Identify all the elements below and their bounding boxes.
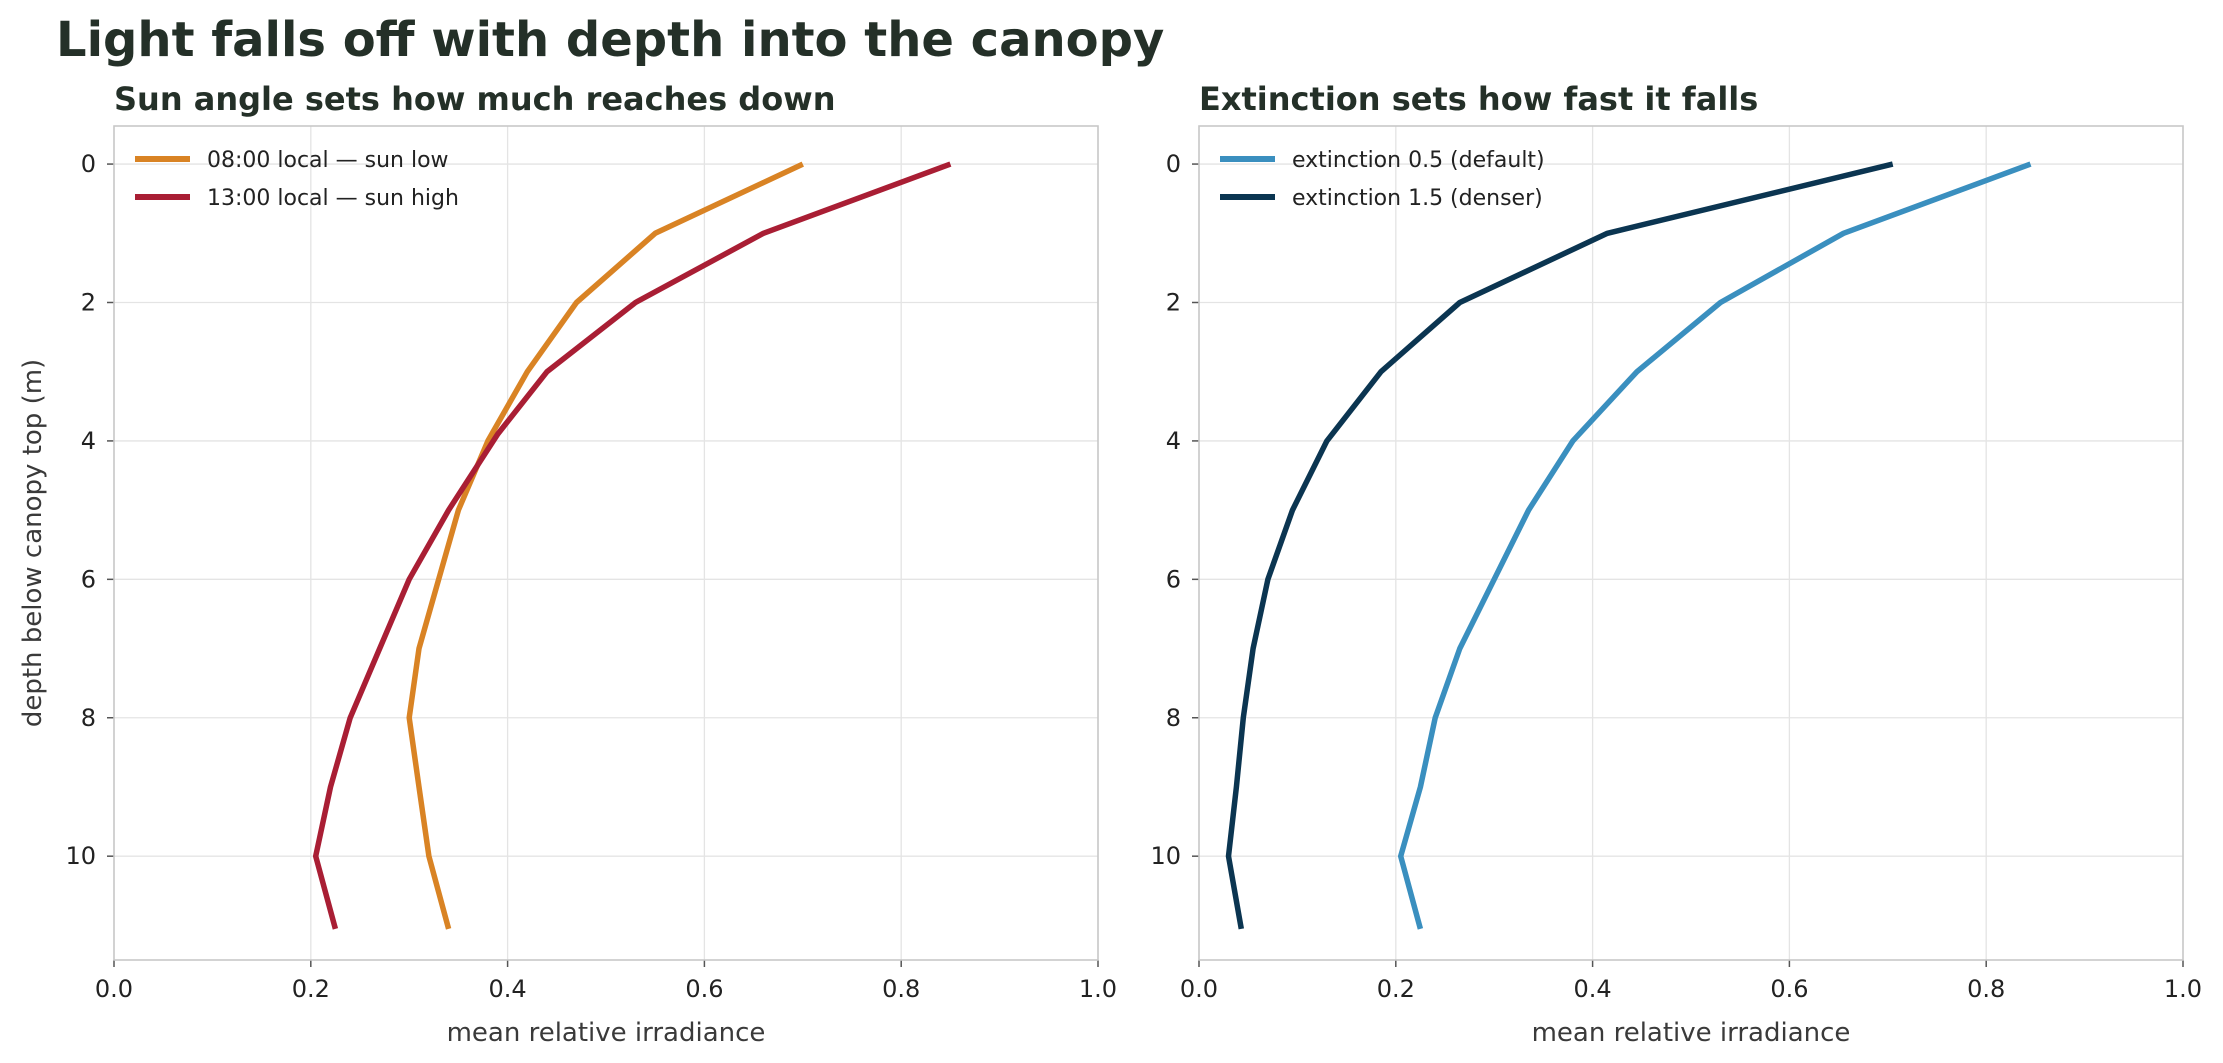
plot-frame (113, 125, 1099, 961)
y-tick-label: 6 (1166, 565, 1181, 593)
x-tick-label: 0.0 (1180, 975, 1218, 1003)
x-tick-label: 0.6 (685, 975, 723, 1003)
x-tick-label: 0.2 (1377, 975, 1415, 1003)
x-tick-label: 0.8 (882, 975, 920, 1003)
y-tick-label: 2 (81, 288, 96, 316)
page-title: Light falls off with depth into the cano… (56, 12, 1165, 68)
x-tick-label: 0.8 (1967, 975, 2005, 1003)
x-tick-label: 0.4 (1574, 975, 1612, 1003)
x-tick-label: 1.0 (1079, 975, 1117, 1003)
x-axis-label: mean relative irradiance (1532, 1018, 1851, 1048)
y-tick-label: 10 (65, 842, 96, 870)
x-tick-label: 0.4 (489, 975, 527, 1003)
y-tick-label: 6 (81, 565, 96, 593)
y-tick-label: 4 (1166, 427, 1181, 455)
x-tick-label: 0.6 (1770, 975, 1808, 1003)
series-line-1 (1397, 161, 2032, 930)
legend-label-1: 08:00 local — sun low (207, 148, 449, 173)
plot-frame (1198, 125, 2184, 961)
legend-label-2: 13:00 local — sun high (207, 186, 459, 211)
y-tick-label: 0 (1166, 150, 1181, 178)
y-tick-label: 4 (81, 427, 96, 455)
y-tick-label: 0 (81, 150, 96, 178)
x-tick-label: 0.2 (292, 975, 330, 1003)
series-line-2 (1225, 161, 1894, 930)
y-axis-label: depth below canopy top (m) (18, 359, 48, 727)
legend-label-2: extinction 1.5 (denser) (1292, 186, 1543, 211)
panel-title: Extinction sets how fast it falls (1199, 80, 1758, 118)
x-tick-label: 0.0 (95, 975, 133, 1003)
chart-panel-2: Extinction sets how fast it falls 0.0 0.2 0… (1150, 80, 2202, 1048)
series-line-1 (406, 161, 804, 930)
x-axis-label: mean relative irradiance (447, 1018, 766, 1048)
panel-title: Sun angle sets how much reaches down (114, 80, 836, 118)
x-tick-label: 1.0 (2164, 975, 2202, 1003)
series-line-2 (312, 161, 952, 930)
y-tick-label: 10 (1150, 842, 1181, 870)
y-tick-label: 8 (1166, 704, 1181, 732)
legend-label-1: extinction 0.5 (default) (1292, 148, 1545, 173)
y-tick-label: 2 (1166, 288, 1181, 316)
chart-panel-1: Sun angle sets how much reaches down 0.0 0… (18, 80, 1117, 1048)
y-tick-label: 8 (81, 704, 96, 732)
